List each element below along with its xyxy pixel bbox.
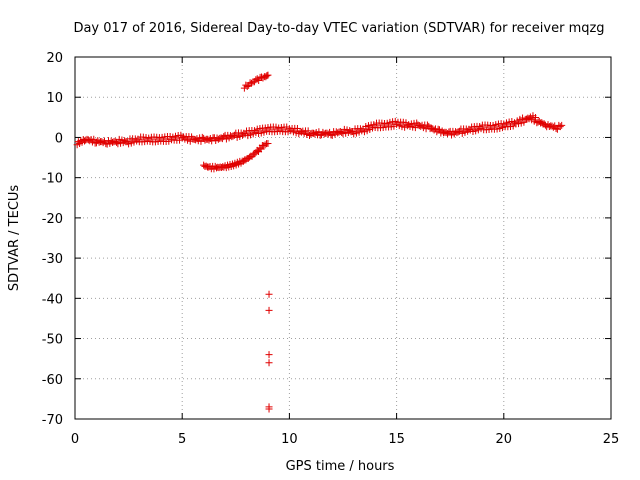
data-point-outliers — [265, 351, 273, 359]
y-tick-label: -60 — [42, 373, 63, 388]
data-point-main-trace — [558, 121, 566, 129]
x-tick-label: 25 — [603, 432, 620, 447]
data-point-lower-arc — [264, 139, 272, 147]
x-tick-labels: 0 5 10 15 20 25 — [71, 432, 619, 447]
axis-ticks — [74, 56, 612, 420]
y-tick-label: -50 — [42, 333, 63, 348]
data-point-upper-arc — [248, 79, 256, 87]
x-tick-label: 15 — [388, 432, 405, 447]
data-point-main-trace — [532, 113, 540, 121]
y-tick-label: 0 — [55, 131, 63, 146]
x-axis-label: GPS time / hours — [286, 459, 395, 474]
y-tick-label: -70 — [42, 413, 63, 428]
data-point-upper-arc — [255, 76, 263, 84]
data-point-outliers — [265, 290, 273, 298]
data-point-upper-arc — [263, 72, 271, 80]
data-point-upper-arc — [259, 74, 267, 82]
data-point-main-trace — [434, 125, 442, 133]
grid-lines — [75, 57, 611, 419]
chart-title: Day 017 of 2016, Sidereal Day-to-day VTE… — [73, 21, 604, 36]
x-tick-label: 5 — [178, 432, 186, 447]
y-axis-label: SDTVAR / TECUs — [7, 185, 22, 292]
x-tick-label: 20 — [496, 432, 513, 447]
data-point-lower-arc — [261, 141, 269, 149]
data-point-upper-arc — [253, 75, 261, 83]
y-tick-label: -20 — [42, 212, 63, 227]
data-point-main-trace — [90, 135, 98, 143]
data-point-upper-arc — [240, 84, 248, 92]
data-point-outliers — [265, 359, 273, 367]
data-point-lower-arc — [251, 150, 259, 158]
y-tick-label: 10 — [46, 91, 63, 106]
data-point-upper-arc — [243, 82, 251, 90]
data-point-upper-arc — [246, 79, 254, 87]
y-tick-label: -10 — [42, 172, 63, 187]
y-tick-label: -40 — [42, 292, 63, 307]
data-point-outliers — [265, 405, 273, 413]
y-tick-label: -30 — [42, 252, 63, 267]
plot-frame — [74, 56, 612, 420]
x-tick-label: 0 — [71, 432, 79, 447]
data-point-outliers — [265, 306, 273, 314]
y-tick-label: 20 — [46, 51, 63, 66]
x-tick-label: 10 — [281, 432, 298, 447]
data-point-upper-arc — [264, 71, 272, 79]
y-tick-labels: -70 -60 -50 -40 -30 -20 -10 0 10 20 — [42, 51, 63, 428]
data-point-upper-arc — [252, 76, 260, 84]
data-point-main-trace — [556, 123, 564, 131]
data-points — [73, 71, 566, 413]
data-point-main-trace — [423, 121, 431, 129]
